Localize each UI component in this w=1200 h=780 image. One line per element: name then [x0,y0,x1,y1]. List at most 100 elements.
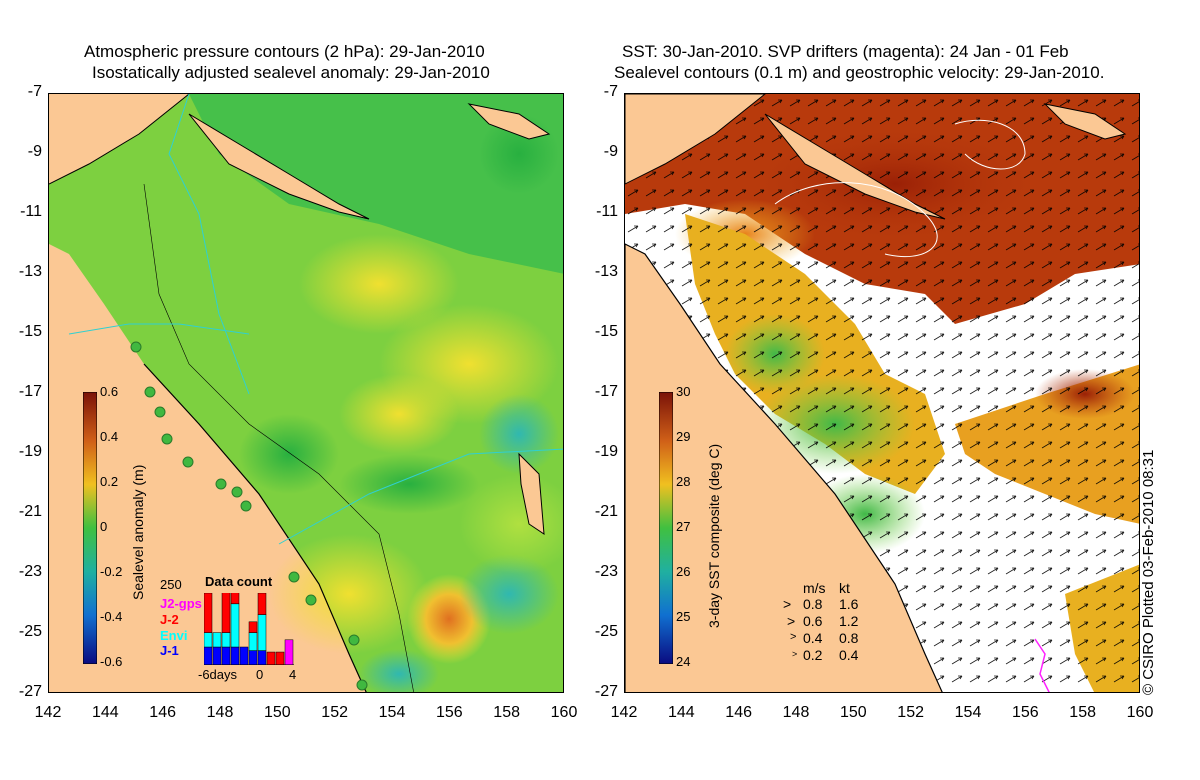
left-title-line1: Atmospheric pressure contours (2 hPa): 2… [84,42,485,61]
right-lon-tick: 154 [954,704,982,721]
inset-bar-j2 [257,593,267,615]
right-cb-tick: 29 [676,429,691,444]
velocity-legend-ms: 0.4 [803,630,823,646]
right-cb-tick: 30 [676,384,691,399]
right-lat-tick: -15 [594,323,618,340]
right-lat-tick: -27 [594,683,618,700]
inset-bar-j1 [257,650,267,665]
left-lon-tick: 152 [321,704,349,721]
inset-legend-j1: J-1 [160,643,179,658]
left-lat-tick: -23 [18,563,42,580]
right-lon-tick: 152 [897,704,925,721]
right-lon-tick: 148 [782,704,810,721]
left-cb-tick: -0.6 [100,654,123,669]
right-colorbar-label: 3-day SST composite (deg C) [706,443,722,628]
inset-bar-envi [230,603,240,648]
left-cb-tick: 0.4 [100,429,119,444]
right-lat-tick: -23 [594,563,618,580]
sealevel-anomaly-map [49,94,563,692]
left-title-line2: Isostatically adjusted sealevel anomaly:… [92,63,490,82]
velocity-legend-kt: 1.2 [839,613,859,629]
data-count-inset: 250 Data count J2-gps J-2 Envi J-1 -6day… [158,574,303,685]
inset-bar-chart [204,593,294,665]
left-colorbar-label: Sealevel anomaly (m) [130,464,146,600]
inset-bar-j2gps [284,639,294,665]
right-lon-tick: 144 [667,704,695,721]
right-cb-tick: 24 [676,654,691,669]
velocity-legend: m/s kt > 0.8 1.6 > 0.6 1.2 > 0.4 0.8 > 0… [783,580,859,663]
velocity-legend-kt: 1.6 [839,596,859,612]
left-cb-tick: -0.2 [100,564,123,579]
sst-map [625,94,1139,692]
velocity-legend-kt-header: kt [839,580,850,596]
inset-bar-j1 [248,650,258,665]
inset-xlabel-zero: 0 [256,667,264,682]
inset-bar-j2 [266,651,276,665]
inset-bar-j1 [204,646,213,665]
right-cb-tick: 28 [676,474,691,489]
velocity-legend-ms: 0.2 [803,647,823,663]
inset-xlabel-end: 4 [289,667,297,682]
right-title-line1: SST: 30-Jan-2010. SVP drifters (magenta)… [622,42,1069,61]
right-lat-tick: -13 [594,263,618,280]
left-lat-tick: -21 [18,503,42,520]
right-lon-tick: 150 [839,704,867,721]
left-lat-tick: -11 [20,203,42,220]
right-lon-tick: 146 [725,704,753,721]
right-lon-tick: 142 [610,704,638,721]
velocity-legend-kt: 0.4 [839,647,859,663]
inset-bar-j2 [230,593,240,605]
inset-bar-envi [257,614,267,651]
left-lat-tick: -17 [18,383,42,400]
inset-legend-j2gps: J2-gps [160,596,202,611]
right-lat-tick: -11 [596,203,618,220]
left-cb-tick: 0.6 [100,384,119,399]
left-lon-tick: 146 [149,704,177,721]
velocity-legend-kt: 0.8 [839,630,859,646]
inset-bar-j1 [221,646,231,665]
inset-bar-j1 [239,646,249,665]
right-lat-tick: -19 [594,443,618,460]
inset-bar-j2 [275,651,285,665]
left-cb-tick: -0.4 [100,609,123,624]
left-lon-tick: 158 [493,704,521,721]
left-lon-tick: 144 [91,704,119,721]
left-lat-tick: -15 [18,323,42,340]
right-title-line2: Sealevel contours (0.1 m) and geostrophi… [614,63,1105,82]
inset-legend-envi: Envi [160,628,188,643]
left-lat-tick: -19 [18,443,42,460]
right-lon-tick: 158 [1069,704,1097,721]
right-lat-tick: -17 [594,383,618,400]
inset-bar-j1 [230,646,240,665]
right-lon-tick: 160 [1126,704,1154,721]
inset-ymax: 250 [160,577,182,592]
inset-legend-j2: J-2 [160,612,179,627]
left-lon-tick: 156 [435,704,463,721]
sealevel-colorbar [83,392,97,664]
left-lat-tick: -25 [18,623,42,640]
right-cb-tick: 25 [676,609,691,624]
inset-bar-j2 [204,593,213,633]
inset-bar-envi [248,632,258,651]
left-lon-tick: 148 [206,704,234,721]
left-lat-tick: -9 [27,143,42,160]
velocity-legend-ms: 0.8 [803,596,823,612]
left-lon-tick: 150 [263,704,291,721]
inset-bar-envi [204,632,213,648]
velocity-legend-ms: 0.6 [803,613,823,629]
left-lat-tick: -27 [18,683,42,700]
right-cb-tick: 27 [676,519,691,534]
right-lon-tick: 156 [1011,704,1039,721]
left-lat-tick: -13 [18,263,42,280]
left-lon-tick: 154 [378,704,406,721]
left-lon-tick: 160 [550,704,578,721]
right-map: m/s kt > 0.8 1.6 > 0.6 1.2 > 0.4 0.8 > 0… [624,93,1140,693]
inset-bar-j2 [248,621,258,633]
left-lat-tick: -7 [27,83,42,100]
inset-bar-j1 [212,646,222,665]
left-cb-tick: 0.2 [100,474,119,489]
right-cb-tick: 26 [676,564,691,579]
left-map [48,93,564,693]
sst-colorbar [659,392,673,664]
inset-bar-envi [212,632,222,648]
